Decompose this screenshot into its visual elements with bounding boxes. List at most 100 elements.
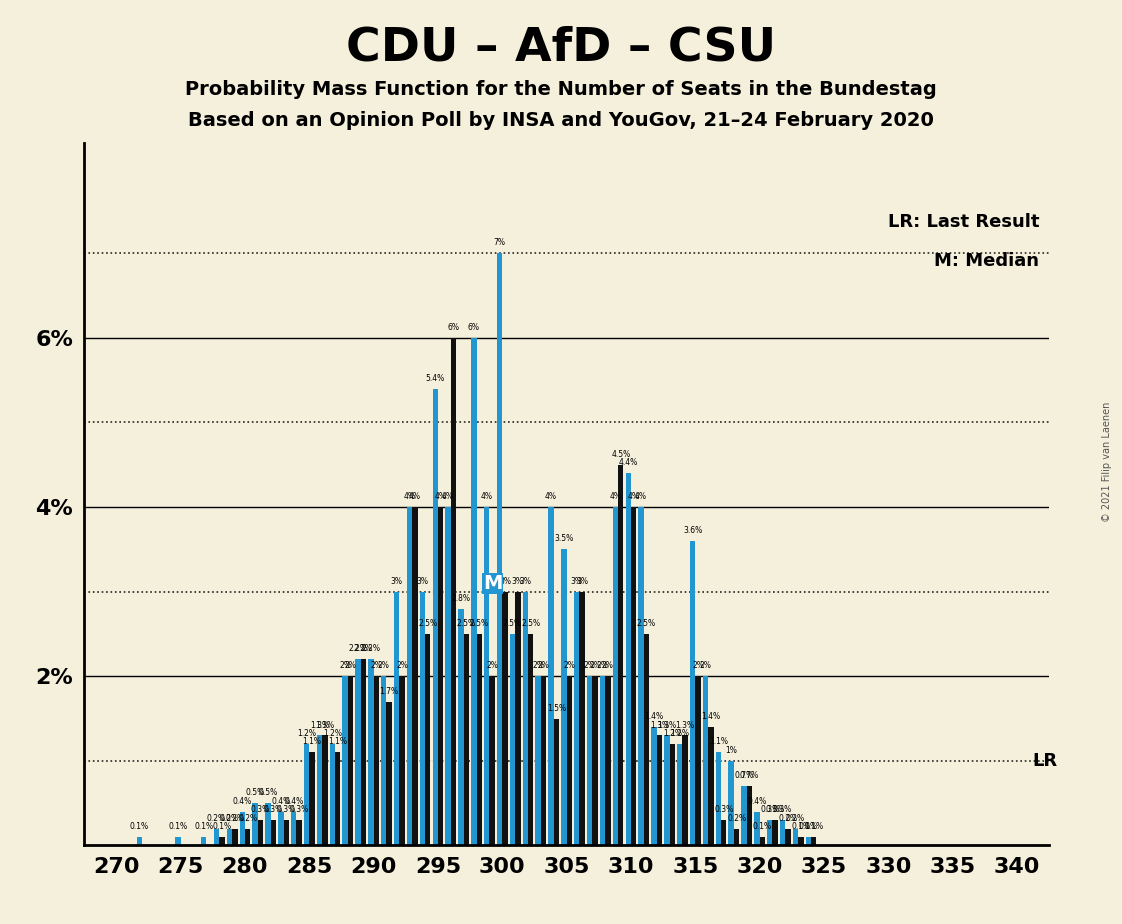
Text: 1.2%: 1.2% <box>323 729 342 738</box>
Text: Probability Mass Function for the Number of Seats in the Bundestag: Probability Mass Function for the Number… <box>185 80 937 100</box>
Text: 2%: 2% <box>597 662 608 670</box>
Text: 1.3%: 1.3% <box>650 721 669 730</box>
Bar <box>227 829 232 845</box>
Bar <box>489 676 495 845</box>
Text: 1.1%: 1.1% <box>709 737 728 747</box>
Text: 2%: 2% <box>692 662 703 670</box>
Text: 4%: 4% <box>442 492 454 501</box>
Text: 1.2%: 1.2% <box>663 729 682 738</box>
Bar <box>342 676 348 845</box>
Text: 0.4%: 0.4% <box>284 796 303 806</box>
Bar <box>509 634 515 845</box>
Bar <box>567 676 572 845</box>
Bar <box>270 821 276 845</box>
Bar <box>265 803 270 845</box>
Bar <box>348 676 353 845</box>
Text: 2.5%: 2.5% <box>419 619 438 628</box>
Bar <box>767 821 772 845</box>
Text: 1.3%: 1.3% <box>657 721 677 730</box>
Bar <box>638 507 644 845</box>
Text: 4%: 4% <box>545 492 557 501</box>
Bar <box>760 837 765 845</box>
Text: 2%: 2% <box>532 662 544 670</box>
Text: 4%: 4% <box>635 492 647 501</box>
Text: 3%: 3% <box>519 577 532 586</box>
Bar <box>716 752 721 845</box>
Bar <box>806 837 811 845</box>
Bar <box>386 701 392 845</box>
Text: 1.4%: 1.4% <box>644 712 663 721</box>
Text: 4.5%: 4.5% <box>611 450 631 459</box>
Text: 3%: 3% <box>390 577 403 586</box>
Text: 3.5%: 3.5% <box>554 534 573 543</box>
Bar <box>245 829 250 845</box>
Bar <box>793 829 798 845</box>
Bar <box>535 676 541 845</box>
Bar <box>708 727 714 845</box>
Text: 1.5%: 1.5% <box>546 704 565 712</box>
Text: 4%: 4% <box>627 492 640 501</box>
Text: 1.3%: 1.3% <box>315 721 334 730</box>
Bar <box>201 837 206 845</box>
Bar <box>742 786 747 845</box>
Bar <box>310 752 314 845</box>
Text: 2%: 2% <box>378 662 389 670</box>
Bar <box>618 465 624 845</box>
Text: 0.3%: 0.3% <box>714 805 734 814</box>
Bar <box>651 727 656 845</box>
Bar <box>335 752 340 845</box>
Text: 2.5%: 2.5% <box>503 619 522 628</box>
Text: 2%: 2% <box>563 662 576 670</box>
Bar <box>356 660 361 845</box>
Text: 0.4%: 0.4% <box>747 796 766 806</box>
Text: 0.3%: 0.3% <box>760 805 780 814</box>
Text: 1.4%: 1.4% <box>701 712 720 721</box>
Text: 1.3%: 1.3% <box>310 721 329 730</box>
Bar <box>322 736 328 845</box>
Text: 0.2%: 0.2% <box>727 814 746 822</box>
Text: 2.2%: 2.2% <box>349 644 368 653</box>
Text: 4%: 4% <box>404 492 415 501</box>
Bar <box>747 786 752 845</box>
Bar <box>361 660 366 845</box>
Text: 3%: 3% <box>571 577 582 586</box>
Text: 6%: 6% <box>468 322 480 332</box>
Text: 0.2%: 0.2% <box>226 814 245 822</box>
Bar <box>515 591 521 845</box>
Text: 1.7%: 1.7% <box>379 687 398 696</box>
Text: 2.2%: 2.2% <box>353 644 373 653</box>
Text: 1.2%: 1.2% <box>297 729 316 738</box>
Bar <box>772 821 778 845</box>
Bar <box>458 609 463 845</box>
Bar <box>549 507 554 845</box>
Text: 4%: 4% <box>434 492 447 501</box>
Text: 0.1%: 0.1% <box>799 822 818 831</box>
Text: 0.7%: 0.7% <box>735 772 754 780</box>
Bar <box>451 338 457 845</box>
Bar <box>284 821 289 845</box>
Bar <box>780 821 785 845</box>
Bar <box>798 837 803 845</box>
Bar <box>574 591 579 845</box>
Text: M: M <box>482 574 503 592</box>
Text: 0.1%: 0.1% <box>804 822 824 831</box>
Bar <box>600 676 605 845</box>
Bar <box>381 676 386 845</box>
Text: 0.1%: 0.1% <box>130 822 149 831</box>
Bar <box>420 591 425 845</box>
Bar <box>734 829 739 845</box>
Bar <box>240 811 245 845</box>
Bar <box>252 803 258 845</box>
Bar <box>445 507 451 845</box>
Bar <box>702 676 708 845</box>
Bar <box>523 591 528 845</box>
Text: 2.5%: 2.5% <box>470 619 489 628</box>
Text: 0.3%: 0.3% <box>277 805 296 814</box>
Bar <box>137 837 142 845</box>
Bar <box>656 736 662 845</box>
Text: 0.7%: 0.7% <box>739 772 760 780</box>
Text: M: Median: M: Median <box>935 252 1039 270</box>
Bar <box>613 507 618 845</box>
Text: 0.5%: 0.5% <box>246 788 265 797</box>
Bar <box>258 821 264 845</box>
